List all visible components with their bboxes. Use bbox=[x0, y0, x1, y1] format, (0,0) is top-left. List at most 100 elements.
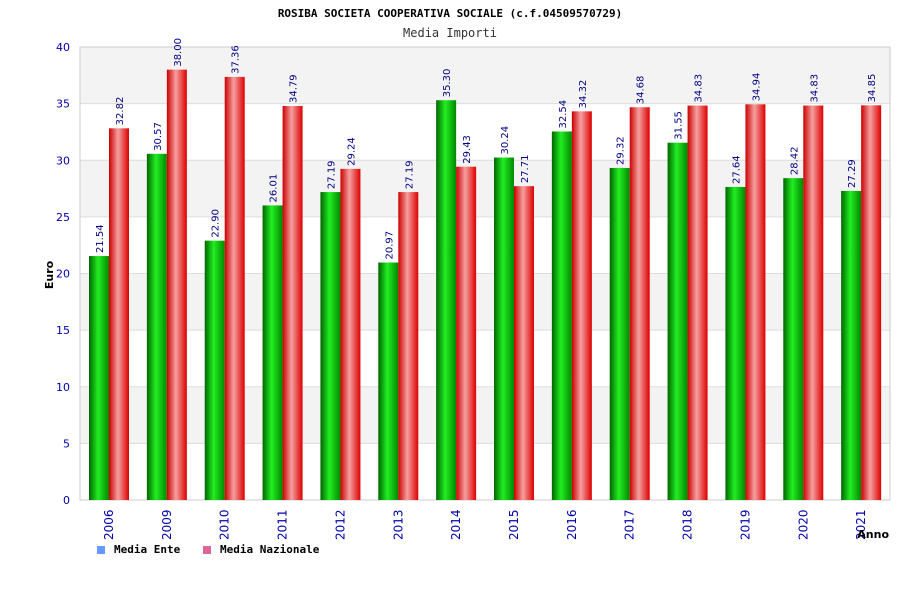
data-label-media-ente: 21.54 bbox=[95, 224, 106, 253]
plot-band bbox=[80, 160, 890, 217]
data-labels: 21.54 30.57 22.90 26.01 27.19 20.97 35.30 30.24… bbox=[95, 38, 878, 260]
y-tick-label: 25 bbox=[56, 211, 70, 224]
data-label-media-ente: 27.29 bbox=[847, 159, 858, 188]
bar-media-nazionale bbox=[861, 105, 882, 500]
bar-media-ente bbox=[667, 142, 688, 501]
legend-label-media-ente: Media Ente bbox=[114, 543, 181, 556]
bar-media-ente bbox=[609, 167, 630, 501]
plot-band bbox=[80, 47, 890, 104]
y-axis: 0 5 10 15 20 25 30 35 40 bbox=[56, 41, 70, 507]
chart-subtitle: Media Importi bbox=[403, 26, 497, 40]
bar-media-nazionale bbox=[109, 128, 129, 500]
plot-band bbox=[80, 216, 890, 274]
data-label-media-nazionale: 32.82 bbox=[115, 97, 126, 126]
bar-media-ente bbox=[783, 178, 804, 500]
x-tick-label: 2013 bbox=[391, 509, 405, 540]
x-tick-label: 2017 bbox=[623, 509, 637, 540]
bar-media-nazionale bbox=[282, 106, 303, 501]
x-tick-label: 2015 bbox=[507, 509, 521, 540]
x-tick-label: 2009 bbox=[160, 509, 174, 540]
bar-media-nazionale bbox=[629, 107, 650, 501]
x-tick-label: 2018 bbox=[681, 509, 695, 540]
data-label-media-ente: 32.54 bbox=[558, 100, 569, 129]
x-tick-label: 2006 bbox=[102, 509, 116, 540]
data-label-media-nazionale: 29.43 bbox=[462, 135, 473, 164]
y-tick-label: 30 bbox=[56, 154, 70, 167]
bar-media-ente bbox=[436, 100, 457, 500]
data-label-media-nazionale: 38.00 bbox=[173, 38, 184, 67]
bar-media-nazionale bbox=[224, 76, 245, 500]
y-tick-label: 15 bbox=[56, 324, 70, 337]
bar-media-ente bbox=[551, 131, 572, 500]
x-axis: 2006 2009 2010 2011 2012 2013 2014 2015 2016 2017… bbox=[102, 509, 868, 540]
data-label-media-nazionale: 27.19 bbox=[404, 160, 415, 189]
y-tick-label: 0 bbox=[63, 494, 70, 507]
bar-media-nazionale bbox=[571, 111, 592, 501]
chart-title: ROSIBA SOCIETA COOPERATIVA SOCIALE (c.f.… bbox=[278, 7, 622, 20]
legend-swatch-media-ente bbox=[97, 546, 105, 554]
data-label-media-ente: 22.90 bbox=[211, 209, 222, 238]
plot-band bbox=[80, 103, 890, 161]
bar-media-ente bbox=[89, 256, 109, 500]
bar-media-ente bbox=[841, 190, 862, 501]
legend-swatch-media-nazionale bbox=[203, 546, 211, 554]
bar-media-ente bbox=[262, 205, 283, 500]
x-tick-label: 2019 bbox=[738, 509, 752, 540]
data-label-media-ente: 27.64 bbox=[731, 155, 742, 184]
legend: Media Ente Media Nazionale bbox=[97, 543, 320, 556]
data-label-media-nazionale: 27.71 bbox=[520, 155, 531, 184]
data-label-media-ente: 30.24 bbox=[500, 126, 511, 155]
data-label-media-nazionale: 34.79 bbox=[289, 74, 300, 103]
bar-media-ente bbox=[320, 192, 341, 501]
bar-media-ente bbox=[725, 186, 746, 501]
bar-media-nazionale bbox=[745, 104, 766, 500]
x-tick-label: 2012 bbox=[333, 509, 347, 540]
x-tick-label: 2016 bbox=[565, 509, 579, 540]
x-tick-label: 2020 bbox=[796, 509, 810, 540]
y-tick-label: 5 bbox=[63, 437, 70, 450]
data-label-media-ente: 30.57 bbox=[153, 122, 164, 151]
plot-band bbox=[80, 330, 890, 387]
data-label-media-ente: 29.32 bbox=[616, 136, 627, 165]
bar-media-ente bbox=[494, 157, 514, 501]
plot-band bbox=[80, 273, 890, 331]
plot-frame bbox=[79, 46, 891, 501]
bars bbox=[89, 69, 882, 501]
x-axis-label: Anno bbox=[857, 528, 889, 541]
x-tick-label: 2010 bbox=[218, 509, 232, 540]
x-tick-label: 2011 bbox=[276, 509, 290, 540]
x-tick-label: 2014 bbox=[449, 509, 463, 540]
bar-media-ente bbox=[378, 262, 399, 500]
plot-band bbox=[80, 443, 890, 500]
plot-band bbox=[80, 386, 890, 444]
bar-media-nazionale bbox=[687, 105, 708, 501]
data-label-media-ente: 20.97 bbox=[384, 231, 395, 260]
data-label-media-ente: 35.30 bbox=[442, 69, 453, 98]
data-label-media-nazionale: 29.24 bbox=[346, 137, 357, 166]
y-axis-label: Euro bbox=[43, 260, 56, 289]
bar-media-nazionale bbox=[166, 69, 187, 501]
data-label-media-nazionale: 34.83 bbox=[809, 74, 820, 103]
data-label-media-ente: 28.42 bbox=[789, 147, 800, 176]
bar-media-nazionale bbox=[514, 186, 534, 500]
data-label-media-nazionale: 37.36 bbox=[231, 45, 242, 74]
data-label-media-nazionale: 34.94 bbox=[751, 73, 762, 102]
legend-label-media-nazionale: Media Nazionale bbox=[220, 543, 320, 556]
data-label-media-ente: 27.19 bbox=[326, 160, 337, 189]
bar-media-nazionale bbox=[340, 168, 361, 500]
bar-media-nazionale bbox=[456, 166, 477, 500]
data-label-media-nazionale: 34.32 bbox=[578, 80, 589, 109]
y-tick-label: 10 bbox=[56, 381, 70, 394]
bar-media-ente bbox=[204, 240, 225, 500]
data-label-media-nazionale: 34.83 bbox=[694, 74, 705, 103]
data-label-media-nazionale: 34.68 bbox=[636, 76, 647, 105]
bar-media-nazionale bbox=[803, 105, 824, 501]
bar-media-nazionale bbox=[398, 192, 419, 501]
data-label-media-ente: 31.55 bbox=[674, 111, 685, 140]
y-tick-label: 35 bbox=[56, 98, 70, 111]
bar-media-ente bbox=[146, 153, 167, 501]
data-label-media-nazionale: 34.85 bbox=[867, 74, 878, 103]
data-label-media-ente: 26.01 bbox=[269, 174, 280, 203]
x-tick-label: 2021 bbox=[854, 509, 868, 540]
